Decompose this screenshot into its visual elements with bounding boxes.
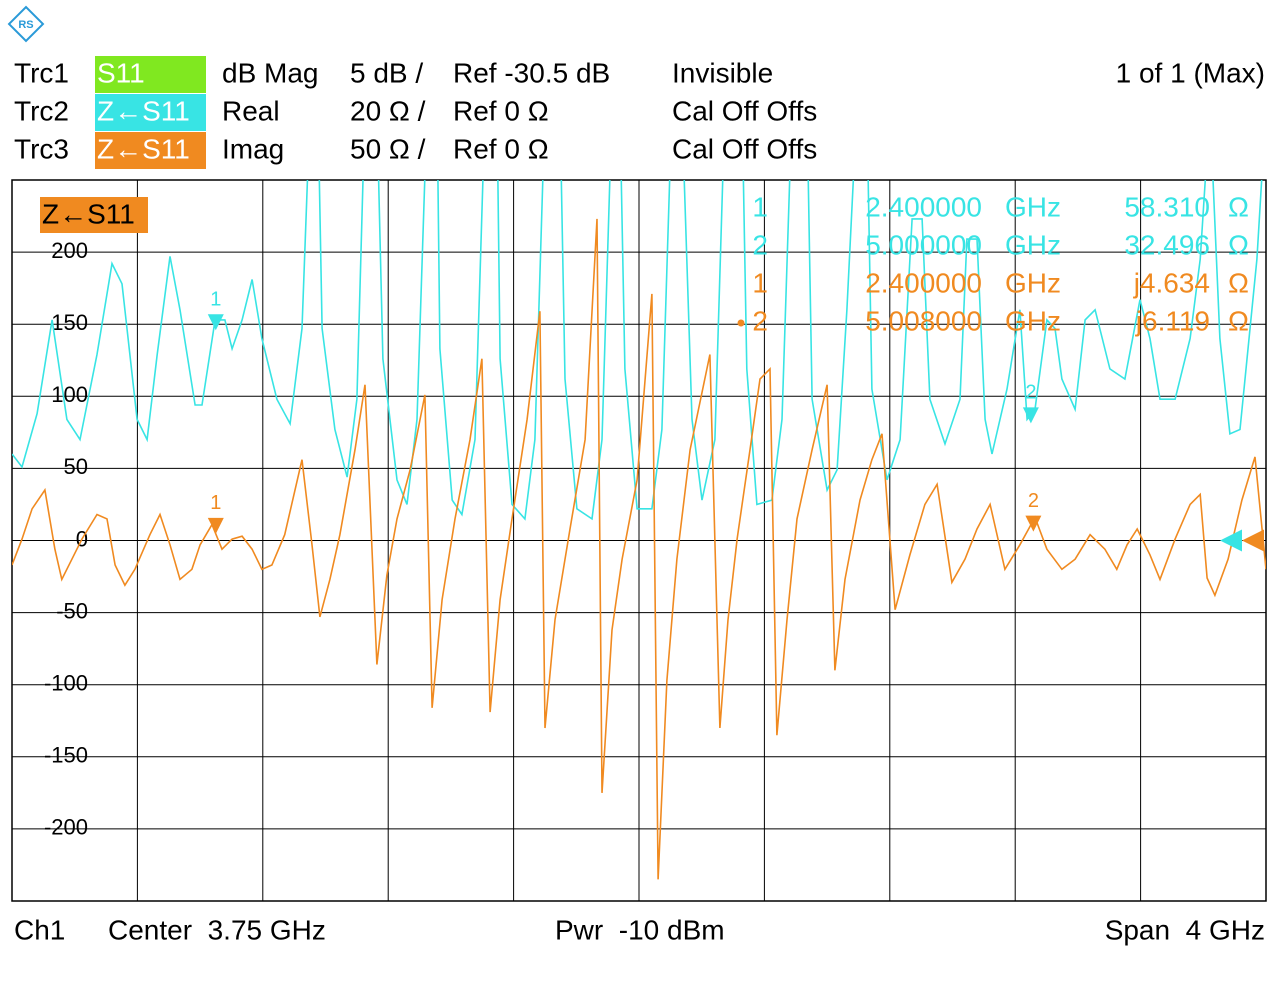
readout-x: 5.008000 [865, 305, 982, 336]
channel: Ch1 [14, 914, 65, 945]
readout-x: 2.400000 [865, 267, 982, 298]
marker-label: 1 [210, 492, 221, 514]
readout-label: 2 [752, 229, 768, 260]
trace-status: Cal Off Offs [672, 133, 817, 164]
y-tick-label: 200 [51, 238, 88, 263]
trace-format: Imag [222, 133, 284, 164]
readout-unit: Ω [1228, 191, 1249, 222]
trace-line [12, 218, 1266, 880]
trace-ref: Ref 0 Ω [453, 133, 549, 164]
trace-scale: 5 dB / [350, 57, 423, 88]
trace-ref: Ref 0 Ω [453, 95, 549, 126]
trace-format: Real [222, 95, 280, 126]
readout-x-unit: GHz [1005, 229, 1061, 260]
readout-label: 1 [752, 191, 768, 222]
trace-name: Trc1 [14, 57, 69, 88]
marker [1022, 407, 1039, 424]
trace-scale: 20 Ω / [350, 95, 426, 126]
readout-label: 2 [752, 305, 768, 336]
trace-badge [95, 132, 206, 169]
ref-arrow [1220, 529, 1242, 552]
trace-badge [95, 56, 206, 93]
trace-name: Trc3 [14, 133, 69, 164]
marker [1025, 515, 1042, 532]
y-tick-label: -150 [44, 743, 88, 768]
trace-measurement: S11 [97, 57, 145, 88]
center: Center 3.75 GHz [108, 914, 326, 945]
active-trace: 1 of 1 (Max) [1116, 57, 1265, 88]
readout-unit: Ω [1228, 267, 1249, 298]
trace-scale: 50 Ω / [350, 133, 426, 164]
readout-value: 58.310 [1124, 191, 1210, 222]
active-marker-dot [737, 319, 745, 327]
readout-value: j4.634 [1133, 267, 1210, 298]
active-trace-tag [40, 197, 148, 233]
readout-x-unit: GHz [1005, 267, 1061, 298]
y-tick-label: 100 [51, 382, 88, 407]
marker-label: 1 [210, 289, 221, 311]
svg-text:RS: RS [18, 19, 33, 31]
readout-x-unit: GHz [1005, 305, 1061, 336]
active-trace-tag-label: Z←S11 [42, 198, 135, 229]
trace-ref: Ref -30.5 dB [453, 57, 610, 88]
trace-format: dB Mag [222, 57, 319, 88]
readout-value: j6.119 [1135, 305, 1210, 336]
readout-x: 2.400000 [865, 191, 982, 222]
trace-status: Invisible [672, 57, 773, 88]
ref-arrow [1242, 529, 1264, 552]
trace-measurement: Z←S11 [97, 133, 190, 164]
y-tick-label: -200 [44, 815, 88, 840]
trace-line [12, 180, 1263, 521]
logo: RS [7, 5, 45, 43]
readout-value: 32.496 [1124, 229, 1210, 260]
trace-name: Trc2 [14, 95, 69, 126]
y-tick-label: -50 [56, 598, 88, 623]
readout-x: 5.000000 [865, 229, 982, 260]
marker-label: 2 [1025, 382, 1036, 404]
y-tick-label: 150 [51, 310, 88, 335]
power: Pwr -10 dBm [555, 914, 725, 945]
trace-measurement: Z←S11 [97, 95, 190, 126]
trace-badge [95, 94, 206, 131]
y-tick-label: -100 [44, 671, 88, 696]
marker [207, 314, 224, 331]
marker-label: 2 [1028, 490, 1039, 512]
readout-label: 1 [752, 267, 768, 298]
trace-status: Cal Off Offs [672, 95, 817, 126]
marker [207, 517, 224, 534]
y-tick-label: 50 [64, 454, 88, 479]
span: Span 4 GHz [1105, 914, 1265, 945]
readout-x-unit: GHz [1005, 191, 1061, 222]
readout-unit: Ω [1228, 229, 1249, 260]
readout-unit: Ω [1228, 305, 1249, 336]
